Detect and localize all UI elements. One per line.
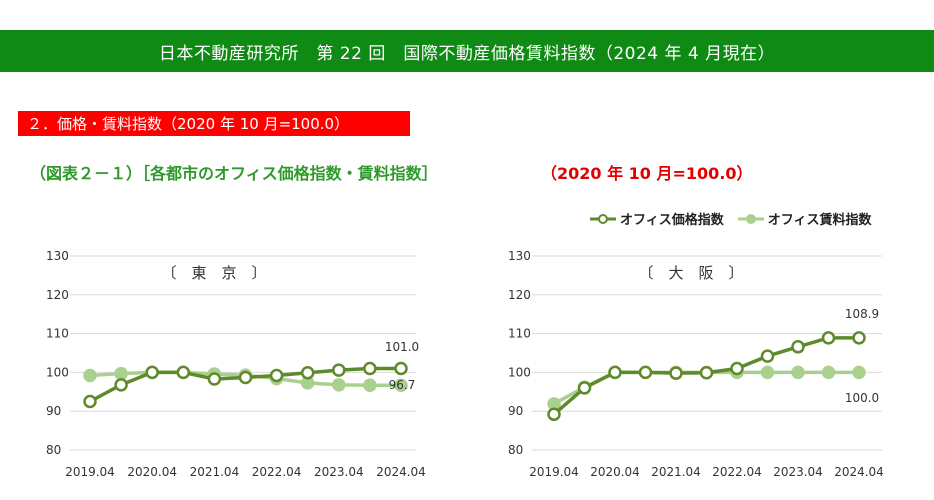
header-title: 日本不動産研究所 第 22 回 国際不動産価格賃料指数（2024 年 4 月現在… bbox=[158, 43, 776, 64]
point-osaka-price-2021.04 bbox=[669, 366, 683, 380]
figure-title: （図表２－１）［各都市のオフィス価格指数・賃料指数］ bbox=[30, 164, 438, 183]
data-label-osaka-price: 108.9 bbox=[845, 307, 879, 321]
data-label-osaka-rent: 100.0 bbox=[845, 391, 879, 405]
legend-item-rent: オフィス賃料指数 bbox=[737, 209, 872, 228]
point-osaka-rent-2023.10 bbox=[821, 365, 836, 380]
point-tokyo-price-2020.10 bbox=[176, 365, 191, 380]
point-tokyo-rent-2019.04 bbox=[83, 368, 97, 383]
point-osaka-price-2024.04 bbox=[852, 331, 866, 345]
point-osaka-rent-2022.10 bbox=[760, 365, 775, 380]
legend-marker-price-icon bbox=[590, 213, 616, 224]
point-tokyo-rent-2019.10 bbox=[114, 366, 128, 381]
y-tick-tokyo-100: 100 bbox=[46, 365, 69, 379]
point-osaka-price-2019.10 bbox=[577, 381, 592, 395]
point-osaka-price-2022.04 bbox=[730, 361, 744, 376]
chart-osaka: 130 120 110 100 90 80 2019.04 2020.04 2021.04 202… bbox=[508, 249, 884, 479]
x-tick-tokyo-2020.04: 2020.04 bbox=[127, 465, 177, 479]
legend-marker-rent-icon bbox=[737, 213, 764, 224]
point-osaka-price-2020.10 bbox=[638, 365, 653, 380]
point-tokyo-rent-2023.04 bbox=[332, 378, 346, 392]
y-tick-osaka-100: 100 bbox=[508, 365, 531, 379]
point-tokyo-price-2019.04 bbox=[83, 394, 97, 409]
point-tokyo-price-2022.04 bbox=[269, 368, 284, 383]
header-banner: 日本不動産研究所 第 22 回 国際不動産価格賃料指数（2024 年 4 月現在… bbox=[0, 30, 934, 72]
point-osaka-rent-2024.04 bbox=[852, 365, 866, 380]
y-tick-osaka-120: 120 bbox=[508, 288, 531, 302]
legend-label-price: オフィス価格指数 bbox=[620, 213, 724, 228]
point-osaka-price-2021.10 bbox=[699, 366, 714, 380]
x-tick-osaka-2024.04: 2024.04 bbox=[834, 465, 884, 479]
x-tick-tokyo-2024.04: 2024.04 bbox=[376, 465, 426, 479]
y-tick-osaka-130: 130 bbox=[508, 249, 531, 263]
section-heading: ２．価格・賃料指数（2020 年 10 月=100.0） bbox=[18, 111, 410, 136]
point-tokyo-price-2023.10 bbox=[363, 361, 377, 376]
x-tick-osaka-2021.04: 2021.04 bbox=[651, 465, 701, 479]
y-tick-osaka-110: 110 bbox=[508, 327, 531, 341]
y-tick-tokyo-90: 90 bbox=[46, 404, 61, 418]
x-tick-tokyo-2019.04: 2019.04 bbox=[65, 465, 115, 479]
point-tokyo-price-2019.10 bbox=[114, 378, 128, 392]
section-title: ２．価格・賃料指数（2020 年 10 月=100.0） bbox=[27, 115, 350, 133]
x-tick-osaka-2019.04: 2019.04 bbox=[529, 465, 579, 479]
chart-tokyo: 130 120 110 100 90 80 2019.04 2020.04 2021.04 202… bbox=[46, 249, 426, 479]
y-tick-tokyo-130: 130 bbox=[46, 249, 69, 263]
point-tokyo-price-2022.10 bbox=[300, 366, 315, 380]
data-label-tokyo-rent: 96.7 bbox=[389, 378, 416, 392]
y-tick-tokyo-120: 120 bbox=[46, 288, 69, 302]
data-label-tokyo-price: 101.0 bbox=[385, 340, 419, 354]
chart-subtitle-tokyo: 〔 東 京 〕 bbox=[161, 264, 266, 282]
x-tick-tokyo-2023.04: 2023.04 bbox=[314, 465, 364, 479]
point-tokyo-rent-2023.10 bbox=[363, 378, 377, 392]
y-tick-osaka-80: 80 bbox=[508, 443, 523, 457]
point-tokyo-price-2021.04 bbox=[207, 372, 222, 386]
x-tick-osaka-2023.04: 2023.04 bbox=[773, 465, 823, 479]
y-tick-tokyo-110: 110 bbox=[46, 327, 69, 341]
point-osaka-price-2023.04 bbox=[791, 340, 805, 354]
point-osaka-price-2022.10 bbox=[760, 349, 775, 363]
x-tick-osaka-2022.04: 2022.04 bbox=[712, 465, 762, 479]
x-tick-tokyo-2021.04: 2021.04 bbox=[190, 465, 240, 479]
y-tick-tokyo-80: 80 bbox=[46, 443, 61, 457]
chart-subtitle-osaka: 〔 大 阪 〕 bbox=[638, 264, 743, 282]
point-tokyo-price-2020.04 bbox=[145, 365, 159, 380]
chart-legend: オフィス価格指数 オフィス賃料指数 bbox=[590, 209, 886, 228]
x-tick-tokyo-2022.04: 2022.04 bbox=[252, 465, 302, 479]
legend-item-price: オフィス価格指数 bbox=[590, 209, 724, 228]
point-osaka-price-2020.04 bbox=[608, 365, 622, 380]
point-osaka-price-2019.04 bbox=[547, 407, 561, 422]
point-tokyo-price-2024.04 bbox=[394, 361, 408, 376]
point-tokyo-rent-2024.04 bbox=[394, 378, 408, 392]
x-tick-osaka-2020.04: 2020.04 bbox=[590, 465, 640, 479]
point-tokyo-price-2023.04 bbox=[332, 363, 346, 377]
point-tokyo-price-2021.10 bbox=[238, 370, 253, 385]
y-tick-osaka-90: 90 bbox=[508, 404, 523, 418]
point-osaka-price-2023.10 bbox=[821, 331, 836, 345]
figure-base-note: （2020 年 10 月=100.0） bbox=[541, 164, 753, 183]
point-osaka-rent-2023.04 bbox=[791, 365, 805, 380]
legend-label-rent: オフィス賃料指数 bbox=[767, 213, 872, 228]
